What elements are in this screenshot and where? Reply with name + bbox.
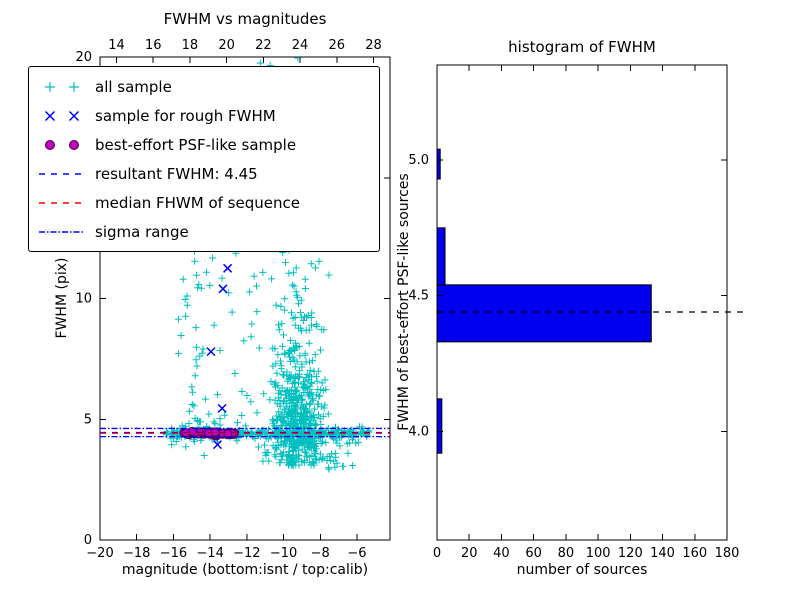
x-tick-label: 0 — [433, 546, 441, 561]
legend-item: sigma range — [35, 217, 373, 246]
x-tick-label: 180 — [715, 546, 740, 561]
legend-item-label: all sample — [95, 77, 172, 96]
y-tick-label: 5 — [84, 412, 92, 427]
right-plot-frame — [436, 64, 728, 541]
y-tick-label: 4.5 — [408, 289, 429, 304]
top-x-tick-label: 20 — [218, 38, 235, 53]
legend-item-label: sigma range — [95, 222, 189, 241]
x-tick-label: −18 — [123, 546, 150, 561]
y-tick-label: 5.0 — [408, 153, 429, 168]
legend-item: best-effort PSF-like sample — [35, 130, 373, 159]
top-x-tick-label: 26 — [328, 38, 345, 53]
legend-item-label: best-effort PSF-like sample — [95, 135, 297, 154]
left-x-axis-label: magnitude (bottom:isnt / top:calib) — [121, 562, 369, 578]
histogram-bar — [436, 227, 446, 286]
legend-item: all sample — [35, 72, 373, 101]
legend-item-label: sample for rough FWHM — [95, 106, 276, 125]
x-tick-label: −20 — [86, 546, 113, 561]
x-tick-label: 40 — [493, 546, 510, 561]
legend-item: median FHWM of sequence — [35, 188, 373, 217]
x-legend-marker-icon — [44, 110, 80, 121]
legend-item-label: resultant FWHM: 4.45 — [95, 164, 258, 183]
x-tick-label: 60 — [525, 546, 542, 561]
line-dashed-legend-marker-icon — [39, 172, 85, 175]
x-tick-label: 140 — [650, 546, 675, 561]
x-tick-label: 20 — [461, 546, 478, 561]
histogram-bar — [436, 284, 652, 343]
x-tick-label: −14 — [196, 546, 223, 561]
right-y-axis-label: FWHM of best-effort PSF-like sources — [396, 173, 412, 431]
plus-legend-marker-icon — [45, 81, 79, 92]
x-tick-label: 160 — [682, 546, 707, 561]
x-tick-label: −16 — [160, 546, 187, 561]
x-tick-label: −6 — [347, 546, 366, 561]
top-x-tick-label: 18 — [182, 38, 199, 53]
left-y-axis-label: FWHM (pix) — [54, 257, 70, 339]
right-chart-title: histogram of FWHM — [508, 38, 656, 56]
y-tick-label: 0 — [84, 533, 92, 548]
top-x-tick-label: 22 — [255, 38, 272, 53]
x-tick-label: 80 — [558, 546, 575, 561]
legend-item: sample for rough FWHM — [35, 101, 373, 130]
top-x-tick-label: 28 — [365, 38, 382, 53]
x-tick-label: 100 — [586, 546, 611, 561]
line-dashdot-legend-marker-icon — [39, 230, 85, 233]
x-tick-label: 120 — [618, 546, 643, 561]
x-tick-label: −12 — [233, 546, 260, 561]
y-tick-label: 20 — [75, 50, 92, 65]
legend-item: resultant FWHM: 4.45 — [35, 159, 373, 188]
line-dashed-legend-marker-icon — [39, 201, 85, 204]
top-x-tick-label: 16 — [145, 38, 162, 53]
histogram-bar — [436, 398, 443, 454]
circle-legend-marker-icon — [45, 139, 79, 150]
y-tick-label: 4.0 — [408, 424, 429, 439]
left-chart-title: FWHM vs magnitudes — [163, 10, 327, 28]
legend-item-label: median FHWM of sequence — [95, 193, 300, 212]
x-tick-label: −8 — [311, 546, 330, 561]
x-tick-label: −10 — [270, 546, 297, 561]
y-tick-label: 10 — [75, 292, 92, 307]
right-x-axis-label: number of sources — [516, 562, 648, 578]
legend-box: all sample sample for rough FWHM best-effo… — [28, 66, 380, 252]
top-x-tick-label: 14 — [108, 38, 125, 53]
top-x-tick-label: 24 — [292, 38, 309, 53]
